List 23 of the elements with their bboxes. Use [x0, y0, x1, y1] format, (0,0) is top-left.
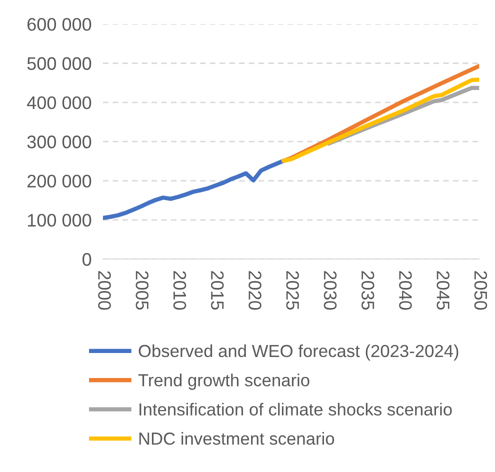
legend-label: Trend growth scenario [138, 374, 310, 390]
x-tick-label: 2030 [324, 271, 337, 310]
x-tick-label: 2045 [436, 271, 450, 310]
x-tick-label: 2040 [399, 271, 412, 310]
y-tick-label: 500 000 [27, 57, 92, 70]
y-tick-label: 200 000 [28, 174, 92, 188]
x-tick-label: 2005 [136, 271, 149, 310]
x-tick-label: 2010 [173, 271, 186, 310]
x-tick-label: 2015 [210, 271, 224, 310]
y-tick-label: 300 000 [27, 136, 92, 148]
y-tick-label: 100 000 [28, 214, 92, 227]
x-tick-label: 2000 [98, 271, 111, 310]
x-tick-label: 2025 [286, 271, 299, 310]
y-tick-label: 400 000 [27, 96, 92, 110]
legend-label: NDC investment scenario [139, 432, 334, 445]
x-tick-label: 2050 [474, 271, 488, 310]
y-tick-label: 0 [82, 253, 92, 266]
x-tick-label: 2020 [248, 271, 262, 310]
x-tick-label: 2035 [361, 271, 374, 310]
y-tick-label: 600 000 [28, 18, 92, 31]
legend-label: Observed and WEO forecast (2023-2024) [138, 344, 458, 361]
line-series [102, 158, 286, 220]
legend-label: Intensification of climate shocks scenario [140, 402, 452, 416]
